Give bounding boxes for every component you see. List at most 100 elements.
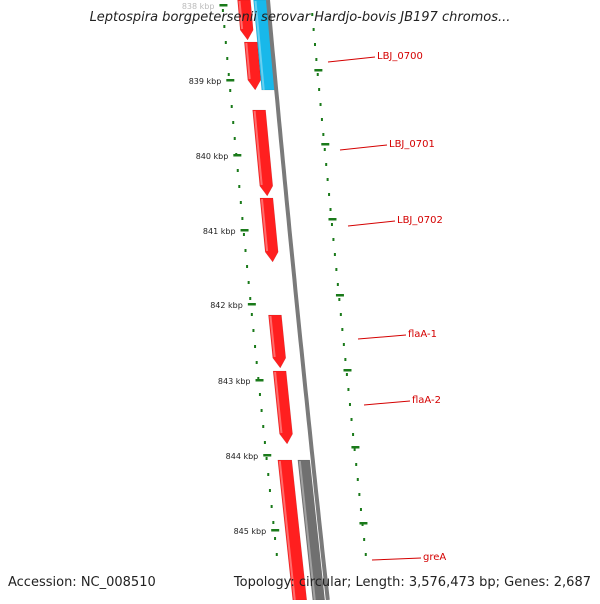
ruler-dot-outer bbox=[326, 178, 329, 181]
outer-tick bbox=[351, 446, 360, 449]
ruler-dot bbox=[260, 409, 263, 412]
ruler-dot bbox=[238, 185, 241, 188]
ruler-dot-outer bbox=[319, 103, 322, 106]
outer-tick bbox=[321, 143, 330, 146]
ruler-dot-outer bbox=[348, 403, 351, 406]
ruler-tick bbox=[226, 79, 235, 82]
ruler-dot-outer bbox=[347, 388, 350, 391]
ruler-dot bbox=[257, 377, 260, 380]
outer-tick bbox=[314, 69, 323, 72]
ruler-tick bbox=[219, 4, 228, 7]
ruler-dot bbox=[247, 281, 250, 284]
ruler-dot bbox=[230, 105, 233, 108]
ruler-dot bbox=[270, 505, 273, 508]
ruler-dot-outer bbox=[356, 478, 359, 481]
ruler-dot-outer bbox=[341, 328, 344, 331]
ruler-dot-outer bbox=[345, 373, 348, 376]
ruler-tick bbox=[271, 529, 280, 532]
ruler-dot bbox=[263, 441, 266, 444]
ruler-dot-outer bbox=[329, 208, 332, 211]
gene-feature-reverse-highlight bbox=[254, 0, 265, 91]
ruler-dot-outer bbox=[311, 13, 314, 16]
ruler-dot bbox=[250, 313, 253, 316]
gene-feature-lbj-0701[interactable] bbox=[252, 109, 274, 197]
ruler-dot-outer bbox=[332, 238, 335, 241]
gene-feature-other-highlight bbox=[298, 460, 316, 601]
outer-tick bbox=[359, 522, 368, 525]
ruler-dot bbox=[268, 489, 271, 492]
ruler-dot-outer bbox=[312, 28, 315, 31]
ruler-dot bbox=[233, 137, 236, 140]
map-summary-text: Topology: circular; Length: 3,576,473 bp… bbox=[233, 575, 591, 590]
gene-label-flaa-1[interactable]: flaA-1 bbox=[408, 329, 437, 340]
ruler-dot bbox=[255, 361, 258, 364]
ruler-dot bbox=[232, 121, 235, 124]
ruler-dot-outer bbox=[350, 418, 353, 421]
ruler-dot bbox=[242, 233, 245, 236]
ruler-tick-label: 843 kbp bbox=[218, 377, 251, 386]
ruler-dot bbox=[221, 9, 224, 12]
gene-leader-line bbox=[327, 56, 376, 63]
gene-feature-highlight bbox=[238, 0, 244, 30]
ruler-dot-outer bbox=[330, 223, 333, 226]
ruler-dot-outer bbox=[333, 253, 336, 256]
ruler-dot bbox=[249, 297, 252, 300]
gene-feature-lbj-0701-highlight bbox=[253, 110, 263, 186]
gene-feature-lbj-0700[interactable] bbox=[244, 41, 262, 91]
ruler-dot bbox=[244, 249, 247, 252]
ruler-tick bbox=[247, 303, 256, 306]
gene-feature-grea-highlight bbox=[278, 460, 296, 601]
gene-feature-flaa-2[interactable] bbox=[272, 370, 293, 445]
ruler-tick bbox=[255, 379, 264, 382]
ruler-tick-label: 838 kbp bbox=[182, 2, 215, 11]
gene-feature-flaa-2-highlight bbox=[274, 371, 283, 434]
ruler-tick-label: 841 kbp bbox=[203, 227, 236, 236]
gene-leader-line bbox=[371, 557, 422, 561]
ruler-dot bbox=[262, 425, 265, 428]
gene-label-lbj-0700[interactable]: LBJ_0700 bbox=[377, 51, 423, 62]
ruler-dot-outer bbox=[335, 268, 338, 271]
ruler-tick bbox=[263, 454, 272, 457]
ruler-tick-label: 840 kbp bbox=[196, 152, 229, 161]
gene-label-lbj-0701[interactable]: LBJ_0701 bbox=[389, 139, 435, 150]
gene-leader-line bbox=[357, 334, 407, 340]
outer-tick bbox=[328, 218, 337, 221]
ruler-tick-label: 842 kbp bbox=[210, 301, 243, 310]
gene-label-lbj-0702[interactable]: LBJ_0702 bbox=[397, 215, 443, 226]
outer-tick bbox=[343, 369, 352, 372]
gene-feature-flaa-1[interactable] bbox=[268, 314, 287, 369]
ruler-dot-outer bbox=[313, 43, 316, 46]
gene-label-grea[interactable]: greA bbox=[423, 552, 446, 563]
ruler-dot-outer bbox=[359, 508, 362, 511]
gene-feature-lbj-0702[interactable] bbox=[259, 197, 279, 263]
ruler-dot-outer bbox=[342, 343, 345, 346]
ruler-dot-outer bbox=[316, 73, 319, 76]
gene-leader-line bbox=[339, 144, 388, 151]
ruler-dot-outer bbox=[315, 58, 318, 61]
ruler-dot bbox=[226, 57, 229, 60]
ruler-dot bbox=[236, 169, 239, 172]
gene-feature-lbj-0700-highlight bbox=[245, 42, 251, 80]
accession-text: Accession: NC_008510 bbox=[8, 575, 156, 590]
ruler-dot-outer bbox=[338, 298, 341, 301]
ruler-dot-outer bbox=[339, 313, 342, 316]
gene-label-flaa-2[interactable]: flaA-2 bbox=[412, 395, 441, 406]
gene-feature[interactable] bbox=[237, 0, 254, 41]
genome-backbone bbox=[266, 0, 330, 601]
ruler-dot bbox=[254, 345, 257, 348]
ruler-dot-outer bbox=[363, 538, 366, 541]
ruler-dot-outer bbox=[318, 88, 321, 91]
gene-feature-lbj-0702-highlight bbox=[260, 198, 269, 252]
ruler-tick-label: 845 kbp bbox=[234, 527, 267, 536]
ruler-dot bbox=[227, 73, 230, 76]
ruler-dot-outer bbox=[358, 493, 361, 496]
ruler-dot-outer bbox=[322, 133, 325, 136]
ruler-dot bbox=[267, 473, 270, 476]
ruler-dot-outer bbox=[344, 358, 347, 361]
ruler-dot bbox=[229, 89, 232, 92]
outer-tick bbox=[335, 294, 344, 297]
ruler-dot-outer bbox=[364, 553, 367, 556]
ruler-dot-outer bbox=[353, 448, 356, 451]
